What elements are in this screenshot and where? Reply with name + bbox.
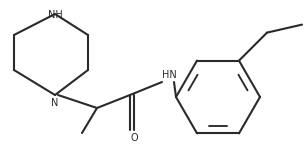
Text: N: N (51, 98, 59, 108)
Text: O: O (130, 133, 138, 143)
Text: HN: HN (162, 70, 177, 80)
Text: NH: NH (48, 10, 62, 20)
